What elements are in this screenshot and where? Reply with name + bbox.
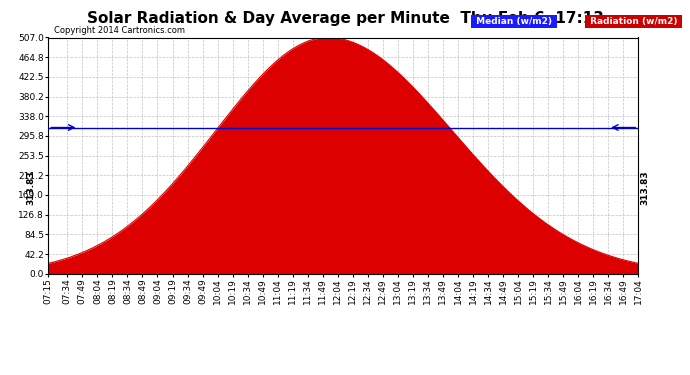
- Text: Radiation (w/m2): Radiation (w/m2): [586, 17, 680, 26]
- Text: Median (w/m2): Median (w/m2): [473, 17, 555, 26]
- Text: Copyright 2014 Cartronics.com: Copyright 2014 Cartronics.com: [55, 26, 185, 35]
- Text: 313.83: 313.83: [26, 170, 36, 205]
- Text: 313.83: 313.83: [640, 170, 650, 205]
- Text: Solar Radiation & Day Average per Minute  Thu Feb 6  17:13: Solar Radiation & Day Average per Minute…: [86, 11, 604, 26]
